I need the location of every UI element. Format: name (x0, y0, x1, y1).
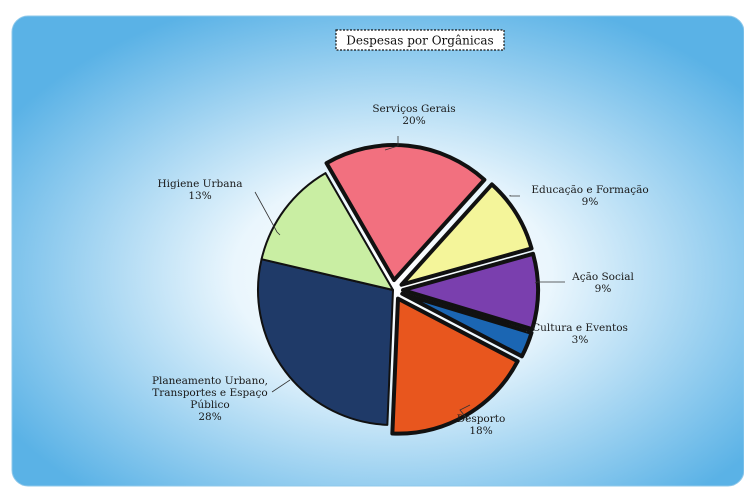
slice-label-educacao-e-formacao: Educação e Formação 9% (531, 184, 648, 208)
slice-labels: Serviços Gerais 20%Educação e Formação 9%A… (152, 103, 649, 437)
leader-line-servicos-gerais (384, 136, 399, 151)
slice-label-acao-social: Ação Social 9% (571, 271, 634, 295)
slice-percent-label: 3% (572, 334, 589, 346)
leader-line-higiene-urbana (254, 191, 281, 236)
leader-line-cultura-e-eventos (525, 330, 528, 333)
slice-label-cultura-e-eventos: Cultura e Eventos 3% (532, 322, 628, 346)
slice-percent-label: 9% (595, 283, 612, 295)
pie-slice-cultura-e-eventos (400, 291, 534, 359)
leader-line-desporto (459, 404, 471, 421)
leader-line-educacao-e-formacao (509, 195, 520, 197)
slice-label-text: Planeamento Urbano, (152, 375, 268, 387)
slice-label-text: Educação e Formação (531, 184, 648, 196)
pie-plot (257, 143, 540, 436)
slice-label-text: Cultura e Eventos (532, 322, 628, 334)
slice-label-higiene-urbana: Higiene Urbana 13% (158, 178, 243, 202)
slice-label-text: Público (190, 399, 229, 411)
chart-title-box: Despesas por Orgânicas (335, 29, 505, 51)
leader-line-acao-social (534, 281, 565, 284)
slice-label-desporto: Desporto 18% (457, 413, 506, 437)
pie-slice-higiene-urbana (260, 172, 394, 291)
slice-percent-label: 18% (469, 425, 492, 437)
slice-percent-label: 13% (188, 190, 211, 202)
slice-percent-label: 28% (198, 411, 221, 423)
slice-label-text: Serviços Gerais (372, 103, 455, 115)
pie-slice-servicos-gerais (324, 143, 487, 283)
slice-label-text: Ação Social (571, 271, 634, 283)
pie-slice-acao-social (400, 251, 540, 332)
slice-label-text: Desporto (457, 413, 506, 425)
pie-slice-educacao-e-formacao (399, 182, 534, 287)
slice-label-planeamento-urbano-transportes-e-espaco-publico: Planeamento Urbano, Transportes e Espaço P… (152, 375, 268, 423)
slice-label-servicos-gerais: Serviços Gerais 20% (372, 103, 455, 127)
slice-label-text: Higiene Urbana (158, 178, 243, 190)
leader-lines (254, 136, 565, 421)
pie-slice-desporto (390, 296, 520, 436)
slice-label-text: Transportes e Espaço (152, 387, 267, 399)
chart-title: Despesas por Orgânicas (346, 34, 493, 48)
leader-line-planeamento-urbano-transportes-e-espaco-publico (271, 379, 291, 393)
slice-percent-label: 9% (582, 196, 599, 208)
slice-percent-label: 20% (402, 115, 425, 127)
pie-slice-planeamento-urbano-transportes-e-espaco-publico (257, 258, 394, 426)
